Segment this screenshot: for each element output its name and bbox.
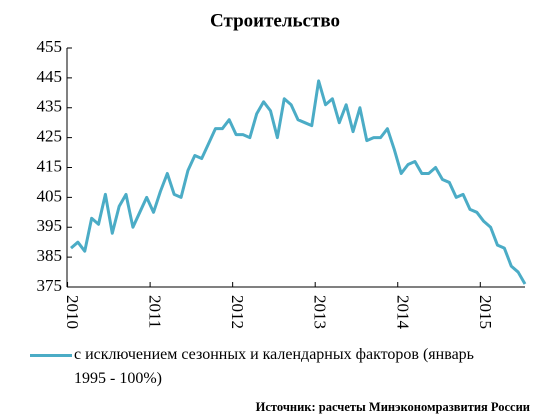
y-tick-label: 385 <box>37 246 63 265</box>
legend: с исключением сезонных и календарных фак… <box>30 343 500 391</box>
y-tick-label: 425 <box>37 127 63 146</box>
x-tick-label: 2012 <box>228 295 247 329</box>
y-tick-label: 375 <box>37 276 63 295</box>
y-tick-label: 395 <box>37 216 63 235</box>
x-tick-label: 2010 <box>63 295 82 329</box>
y-tick-label: 445 <box>37 67 63 86</box>
chart: Строительство 375 385 395 405 415 425 435 445 45… <box>37 10 527 330</box>
legend-swatch <box>30 354 72 357</box>
y-tick-label: 435 <box>37 97 63 116</box>
y-tick-label: 415 <box>37 156 63 175</box>
x-tick-label: 2011 <box>146 295 165 328</box>
chart-title: Строительство <box>210 10 340 31</box>
x-tick-label: 2013 <box>311 295 330 329</box>
y-tick-label: 405 <box>37 186 63 205</box>
x-tick-label: 2014 <box>393 295 412 330</box>
line-series <box>70 79 527 285</box>
legend-label: с исключением сезонных и календарных фак… <box>74 346 474 387</box>
x-tick-label: 2015 <box>476 295 495 329</box>
y-tick-label: 455 <box>37 37 63 56</box>
source-note: Источник: расчеты Минэкономразвития Росс… <box>255 400 530 414</box>
